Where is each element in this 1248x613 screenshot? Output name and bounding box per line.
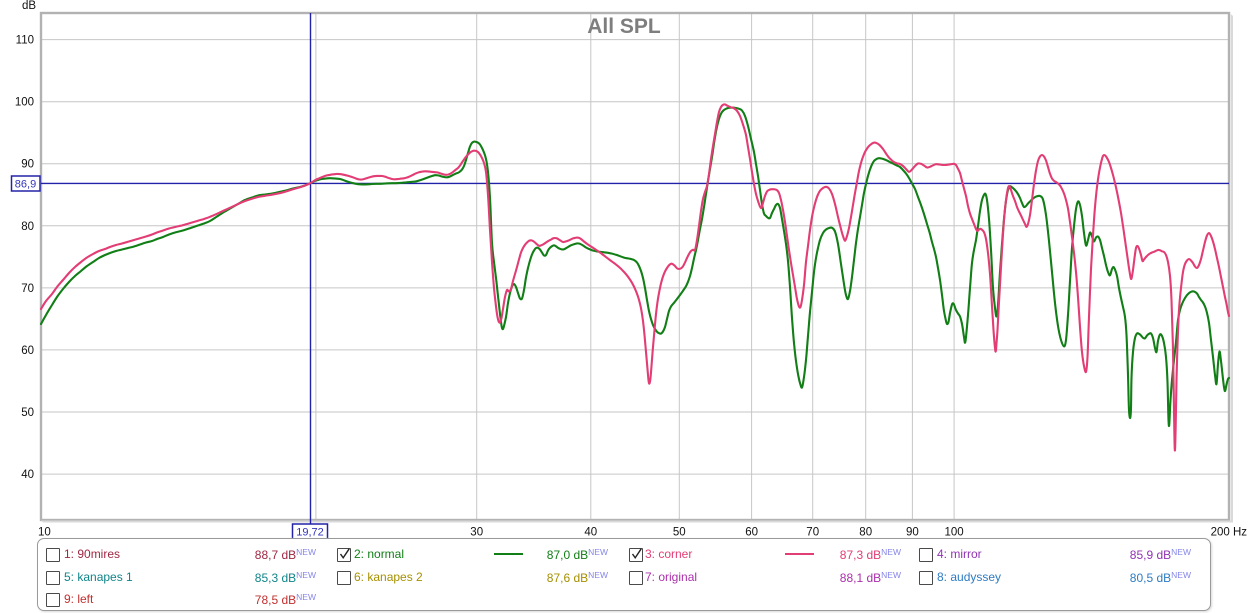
svg-text:60: 60 — [745, 527, 758, 539]
svg-text:86,9: 86,9 — [15, 179, 36, 191]
svg-text:100: 100 — [945, 527, 964, 539]
svg-text:50: 50 — [673, 527, 686, 539]
svg-text:19,72: 19,72 — [296, 527, 324, 539]
svg-text:70: 70 — [21, 283, 34, 295]
svg-text:200 Hz: 200 Hz — [1211, 527, 1248, 539]
svg-text:50: 50 — [21, 407, 34, 419]
svg-text:40: 40 — [584, 527, 597, 539]
svg-text:dB: dB — [22, 0, 36, 12]
svg-text:All SPL: All SPL — [587, 15, 661, 38]
svg-text:60: 60 — [21, 345, 34, 357]
svg-text:80: 80 — [859, 527, 872, 539]
svg-text:30: 30 — [470, 527, 483, 539]
svg-text:90: 90 — [906, 527, 919, 539]
svg-text:10: 10 — [38, 527, 51, 539]
svg-text:40: 40 — [21, 469, 34, 481]
svg-text:110: 110 — [16, 35, 34, 47]
svg-text:90: 90 — [21, 159, 34, 171]
svg-text:100: 100 — [15, 97, 34, 109]
svg-text:70: 70 — [806, 527, 819, 539]
svg-text:80: 80 — [21, 221, 34, 233]
